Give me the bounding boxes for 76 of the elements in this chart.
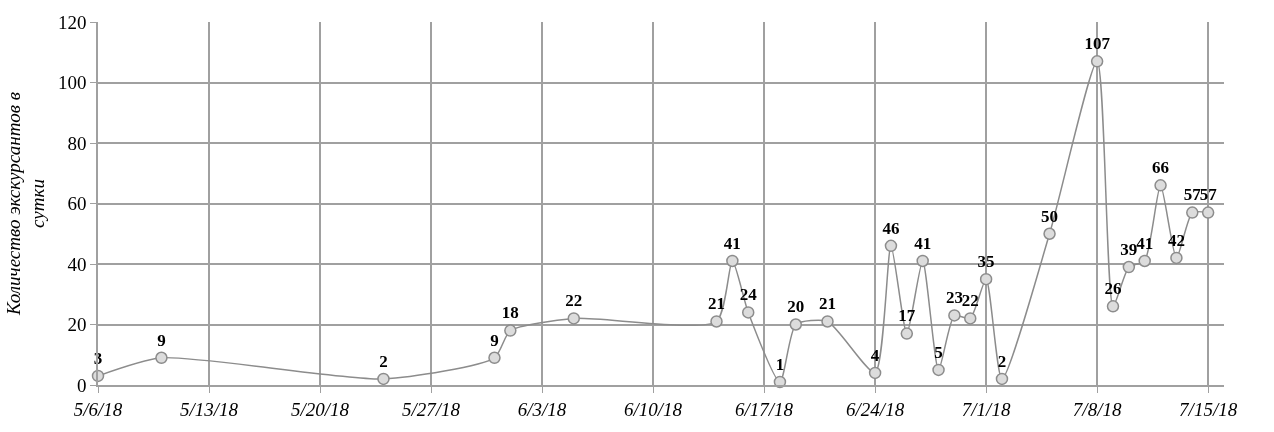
point [948, 309, 961, 322]
x-tick-label: 6/24/18 [846, 398, 905, 420]
data-label: 42 [1167, 230, 1185, 250]
x-tick-label: 7/8/18 [1072, 398, 1122, 420]
data-label: 35 [977, 252, 995, 272]
point [1170, 251, 1183, 265]
data-label: 18 [501, 303, 519, 323]
data-label: 1 [775, 354, 785, 374]
y-tick-label: 60 [67, 193, 87, 215]
x-tick-label: 5/6/18 [73, 398, 123, 420]
data-label: 26 [1104, 279, 1122, 299]
point [1122, 260, 1136, 274]
point [1043, 227, 1056, 240]
data-label: 24 [739, 285, 758, 305]
point [979, 272, 993, 286]
point [567, 312, 581, 325]
data-label: 50 [1041, 206, 1059, 226]
point [1138, 254, 1151, 268]
point [1090, 55, 1104, 68]
point [1106, 300, 1120, 313]
point [1201, 206, 1215, 219]
data-label: 23 [945, 288, 963, 308]
y-tick-label: 120 [57, 11, 87, 33]
point [504, 324, 517, 337]
data-label: 22 [565, 291, 583, 311]
data-label: 9 [490, 330, 499, 350]
point [884, 239, 898, 253]
point [741, 306, 755, 319]
x-tick-label: 5/20/18 [291, 398, 350, 420]
data-label: 107 [1084, 34, 1111, 54]
x-tick-label: 7/1/18 [961, 398, 1011, 420]
data-label: 9 [157, 330, 166, 350]
point [964, 312, 977, 325]
data-label: 21 [708, 294, 726, 314]
data-label: 46 [882, 218, 900, 238]
point [995, 372, 1009, 386]
data-label: 41 [914, 233, 932, 253]
data-label: 5 [934, 342, 943, 362]
point [932, 363, 945, 377]
point [900, 327, 914, 340]
point [710, 315, 723, 328]
y-tick-label: 80 [67, 132, 87, 154]
data-label: 57 [1199, 185, 1218, 205]
data-label: 39 [1120, 239, 1138, 259]
point [1154, 179, 1167, 192]
data-label: 21 [819, 294, 837, 314]
y-tick-label: 20 [67, 314, 87, 336]
y-tick-label: 0 [76, 374, 87, 396]
point [821, 315, 834, 328]
data-label: 2 [379, 351, 388, 371]
data-label: 22 [961, 291, 979, 311]
point [155, 351, 168, 365]
point [916, 254, 929, 268]
data-label: 20 [787, 297, 805, 317]
y-axis-title: Количество экскурсантов в сутки [2, 91, 49, 317]
point [377, 372, 390, 386]
data-label: 41 [723, 233, 741, 253]
point [789, 318, 803, 331]
data-label: 17 [898, 306, 916, 326]
point [1186, 206, 1199, 219]
data-label: 4 [870, 345, 880, 365]
x-tick-label: 7/15/18 [1179, 398, 1238, 420]
data-label: 2 [997, 351, 1007, 371]
x-tick-label: 6/3/18 [517, 398, 567, 420]
x-tick-label: 6/10/18 [624, 398, 683, 420]
y-tick-label: 100 [57, 72, 87, 94]
y-tick-label: 40 [67, 253, 87, 275]
data-label: 66 [1152, 158, 1170, 178]
x-tick-label: 5/13/18 [179, 398, 239, 420]
data-label: 57 [1183, 185, 1202, 205]
x-tick-label: 5/27/18 [402, 398, 461, 420]
point [488, 351, 501, 365]
point [726, 254, 739, 268]
data-label: 41 [1136, 233, 1154, 253]
x-tick-label: 6/17/18 [735, 398, 794, 420]
point [868, 366, 882, 380]
